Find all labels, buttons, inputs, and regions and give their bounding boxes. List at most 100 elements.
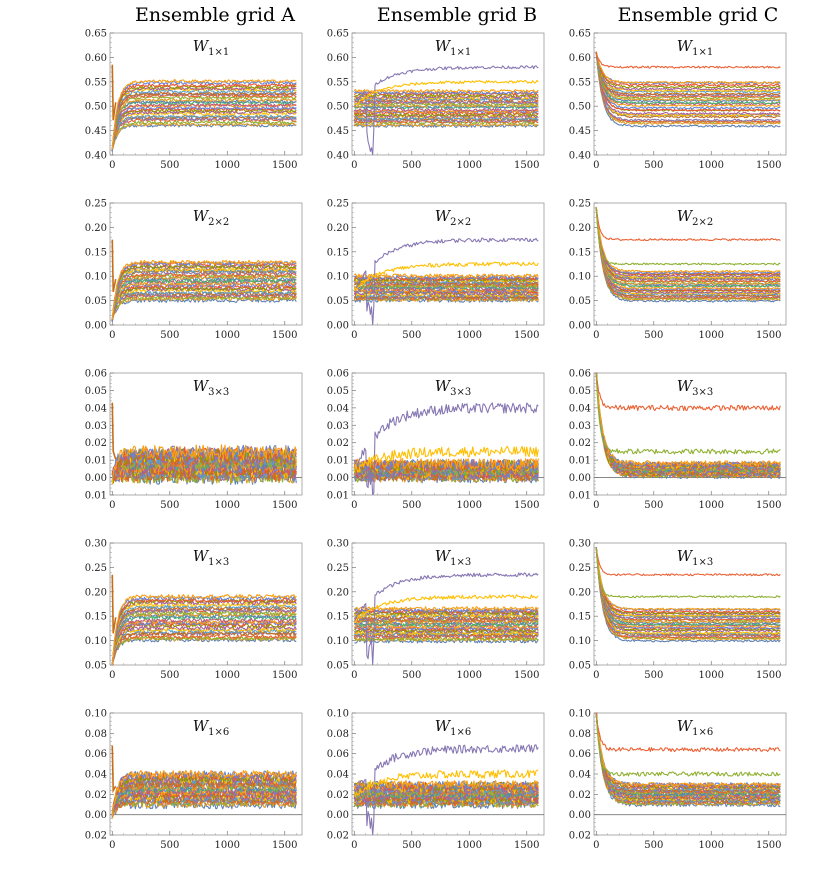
series-line	[595, 51, 781, 98]
x-tick-label: 1000	[699, 160, 724, 171]
series-line	[353, 780, 539, 790]
y-tick-label: 0.04	[85, 770, 107, 781]
y-tick-label: 0.06	[327, 369, 349, 380]
series-line	[353, 79, 539, 106]
y-tick-label: 0.06	[327, 749, 349, 760]
series-group	[111, 64, 297, 152]
y-tick-label: 0.01	[327, 456, 349, 467]
column-title-a: Ensemble grid A	[135, 4, 295, 26]
y-tick-label: 0.10	[327, 709, 349, 720]
series-line	[353, 112, 539, 117]
y-tick-label: 0.25	[569, 199, 591, 210]
plot-frame	[593, 372, 787, 496]
y-tick-label: 0.25	[85, 199, 107, 210]
series-line	[595, 52, 781, 89]
x-tick-label: 1500	[514, 840, 539, 851]
x-tick-label: 1000	[457, 330, 482, 341]
x-tick-label: 0	[593, 330, 599, 341]
x-tick-label: 1500	[514, 330, 539, 341]
y-tick-label: 0.08	[85, 729, 107, 740]
x-tick-label: 1000	[457, 670, 482, 681]
x-tick-label: 1000	[699, 330, 724, 341]
series-line	[595, 208, 781, 286]
panel-c-2x2: 0.00 0.05 0.10 0.15 0.20 0.25 0 500 1000 1500 W2×2	[569, 199, 787, 341]
plot-frame	[351, 202, 545, 326]
series-line	[111, 120, 297, 150]
x-tick-label: 500	[402, 840, 421, 851]
series-line	[111, 797, 297, 817]
panel-title: W2×2	[677, 207, 714, 228]
x-tick-label: 1500	[272, 840, 297, 851]
y-tick-label: 0.00	[327, 321, 349, 332]
series-line	[111, 613, 297, 665]
series-line	[353, 90, 539, 95]
series-line	[353, 572, 539, 665]
series-line	[111, 99, 297, 150]
series-line	[595, 52, 781, 84]
series-line	[111, 123, 297, 151]
series-line	[595, 52, 781, 105]
series-line	[353, 744, 539, 835]
x-tick-label: 1000	[215, 160, 240, 171]
panel-b-2x2: 0.00 0.05 0.10 0.15 0.20 0.25 0 500 1000 1500 W2×2	[327, 199, 545, 341]
initial-spike	[111, 64, 117, 121]
series-line	[595, 53, 781, 96]
y-tick-label: 0.08	[569, 729, 591, 740]
y-tick-label: 0.20	[327, 223, 349, 234]
plot-frame	[351, 32, 545, 156]
x-tick-label: 500	[644, 500, 663, 511]
series-line	[595, 547, 781, 614]
series-group	[353, 237, 539, 325]
series-line	[595, 547, 781, 633]
series-line	[353, 458, 539, 470]
series-group	[353, 744, 539, 835]
series-line	[353, 594, 539, 624]
series-line	[354, 65, 539, 155]
y-tick-label: 0.60	[327, 53, 349, 64]
x-tick-label: 500	[644, 670, 663, 681]
series-line	[111, 79, 297, 150]
y-tick-label: 0.06	[85, 749, 107, 760]
y-tick-label: 0.02	[85, 790, 107, 801]
series-line	[595, 547, 781, 577]
series-line	[111, 595, 297, 665]
series-line	[354, 615, 539, 621]
series-line	[111, 637, 297, 665]
series-line	[353, 769, 539, 798]
y-tick-label: 0.01	[85, 456, 107, 467]
y-tick-label: 0.00	[85, 321, 107, 332]
y-tick-label: 0.20	[569, 587, 591, 598]
y-tick-label: 0.02	[85, 831, 107, 842]
y-tick-label: 0.25	[569, 563, 591, 574]
series-line	[595, 546, 781, 624]
plot-frame	[351, 372, 545, 496]
series-line	[595, 207, 781, 242]
x-tick-label: 1000	[457, 840, 482, 851]
y-tick-label: 0.40	[85, 151, 107, 162]
y-tick-label: 0.04	[569, 403, 591, 414]
y-tick-label: 0.02	[327, 831, 349, 842]
series-line	[111, 295, 297, 319]
y-tick-label: 0.06	[85, 369, 107, 380]
panel-c-1x3: 0.05 0.10 0.15 0.20 0.25 0.30 0 500 1000 1500 W1×3	[569, 539, 787, 681]
series-line	[353, 619, 539, 625]
panel-title: W1×6	[435, 717, 472, 738]
series-line	[595, 548, 781, 635]
series-line	[111, 290, 297, 321]
y-tick-label: 0.03	[327, 421, 349, 432]
series-line	[353, 288, 539, 294]
y-tick-label: 0.01	[85, 491, 107, 502]
x-tick-label: 0	[109, 500, 115, 511]
series-line	[111, 106, 297, 150]
panel-title: W1×1	[435, 37, 472, 58]
x-tick-label: 500	[644, 160, 663, 171]
x-tick-label: 1500	[272, 670, 297, 681]
y-tick-label: 0.02	[85, 438, 107, 449]
series-group	[595, 713, 781, 808]
x-tick-label: 1000	[699, 500, 724, 511]
y-tick-label: 0.20	[85, 223, 107, 234]
panel-title: W1×6	[193, 717, 230, 738]
series-line	[595, 208, 781, 292]
y-tick-label: 0.10	[85, 272, 107, 283]
y-tick-label: 0.02	[569, 831, 591, 842]
